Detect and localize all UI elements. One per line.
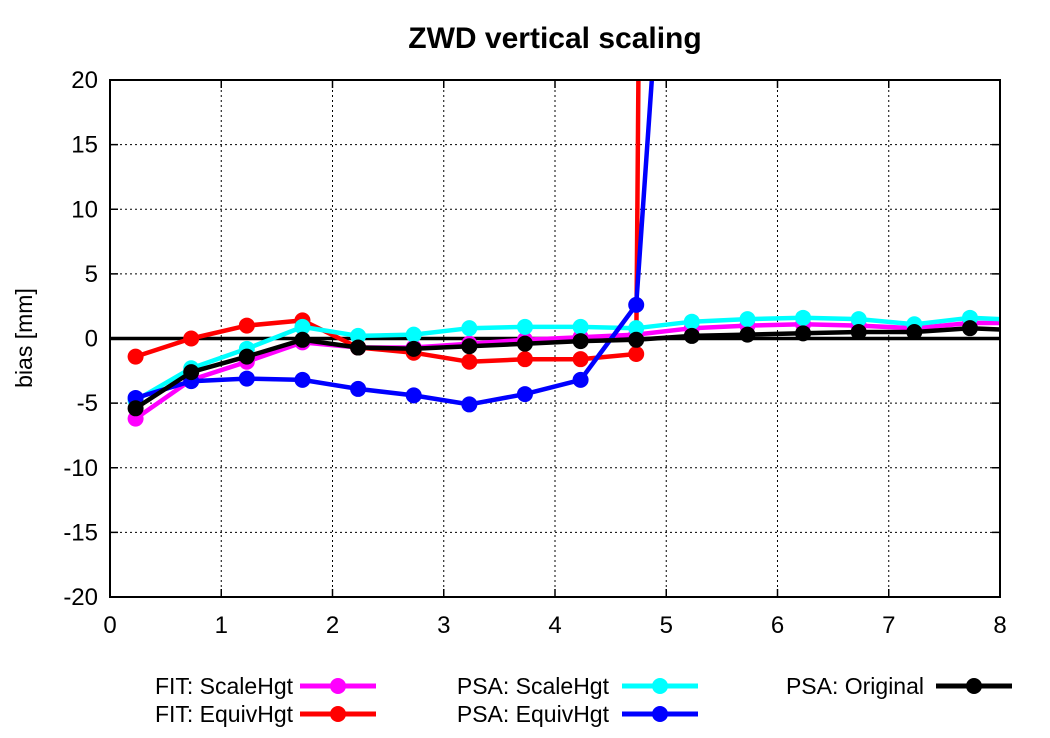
data-point <box>461 320 478 337</box>
x-tick-label: 0 <box>103 612 116 639</box>
data-point <box>461 338 478 355</box>
data-point <box>516 318 533 335</box>
data-point <box>906 324 923 341</box>
y-tick-label: -15 <box>63 519 98 546</box>
legend-item-1: FIT: EquivHgt <box>155 701 376 727</box>
x-tick-label: 6 <box>771 612 784 639</box>
grid-layer <box>110 80 1000 597</box>
data-point <box>628 296 645 313</box>
x-tick-label: 2 <box>326 612 339 639</box>
data-point <box>516 335 533 352</box>
data-point <box>516 386 533 403</box>
data-point <box>405 326 422 343</box>
legend-swatch-marker <box>966 678 982 694</box>
legend-label: PSA: ScaleHgt <box>457 673 610 699</box>
data-point <box>405 387 422 404</box>
data-point <box>795 309 812 326</box>
plot-frame <box>109 79 1001 598</box>
data-point <box>183 330 200 347</box>
y-tick-label: 20 <box>71 67 98 94</box>
legend-swatch-marker <box>330 706 346 722</box>
data-point <box>238 348 255 365</box>
legend-item-2: PSA: ScaleHgt <box>457 673 698 699</box>
data-point <box>795 325 812 342</box>
legend-item-0: FIT: ScaleHgt <box>155 673 376 699</box>
data-point <box>350 380 367 397</box>
data-point <box>127 400 144 417</box>
series-3 <box>127 79 655 413</box>
data-point <box>739 326 756 343</box>
legend-label: PSA: EquivHgt <box>457 701 610 727</box>
x-tick-label: 7 <box>882 612 895 639</box>
y-axis-label: bias [mm] <box>11 288 37 388</box>
data-point <box>683 313 700 330</box>
legend-swatch-marker <box>652 678 668 694</box>
data-point <box>127 348 144 365</box>
legend-item-4: PSA: Original <box>786 673 1012 699</box>
data-point <box>683 327 700 344</box>
chart-title: ZWD vertical scaling <box>408 22 701 55</box>
series-4 <box>127 320 1000 417</box>
x-tick-label: 5 <box>660 612 673 639</box>
data-point <box>739 311 756 328</box>
series-layer <box>127 79 1000 427</box>
x-tick-label: 3 <box>437 612 450 639</box>
data-point <box>628 346 645 363</box>
data-point <box>572 333 589 350</box>
data-point <box>850 311 867 328</box>
y-tick-label: 0 <box>85 326 98 353</box>
legend-swatch-marker <box>330 678 346 694</box>
data-point <box>961 320 978 337</box>
x-tick-label: 8 <box>993 612 1006 639</box>
y-tick-label: 15 <box>71 132 98 159</box>
data-point <box>294 331 311 348</box>
data-point <box>405 340 422 357</box>
data-point <box>572 318 589 335</box>
x-tick-label: 1 <box>215 612 228 639</box>
legend-item-3: PSA: EquivHgt <box>457 701 698 727</box>
data-point <box>572 371 589 388</box>
data-point <box>183 364 200 381</box>
frame-layer: 0 1 2 3 4 5 6 7 8 -20 -15 -10 -5 0 5 10 15 20 <box>63 67 1006 639</box>
data-point <box>294 371 311 388</box>
data-point <box>350 339 367 356</box>
legend-label: FIT: EquivHgt <box>155 701 294 727</box>
legend-label: FIT: ScaleHgt <box>155 673 294 699</box>
data-point <box>628 331 645 348</box>
series-line <box>134 79 641 365</box>
y-tick-label: 10 <box>71 196 98 223</box>
data-point <box>294 318 311 335</box>
data-point <box>850 324 867 341</box>
data-point <box>238 370 255 387</box>
y-tick-label: -5 <box>77 390 98 417</box>
data-point <box>238 317 255 334</box>
data-point <box>628 320 645 337</box>
y-tick-label: -20 <box>63 584 98 611</box>
data-point <box>572 351 589 368</box>
data-point <box>461 353 478 370</box>
y-tick-label: -10 <box>63 455 98 482</box>
y-tick-label: 5 <box>85 261 98 288</box>
x-tick-label: 4 <box>548 612 561 639</box>
legend-label: PSA: Original <box>786 673 924 699</box>
data-point <box>350 327 367 344</box>
data-point <box>461 396 478 413</box>
data-point <box>516 351 533 368</box>
legend-swatch-marker <box>652 706 668 722</box>
